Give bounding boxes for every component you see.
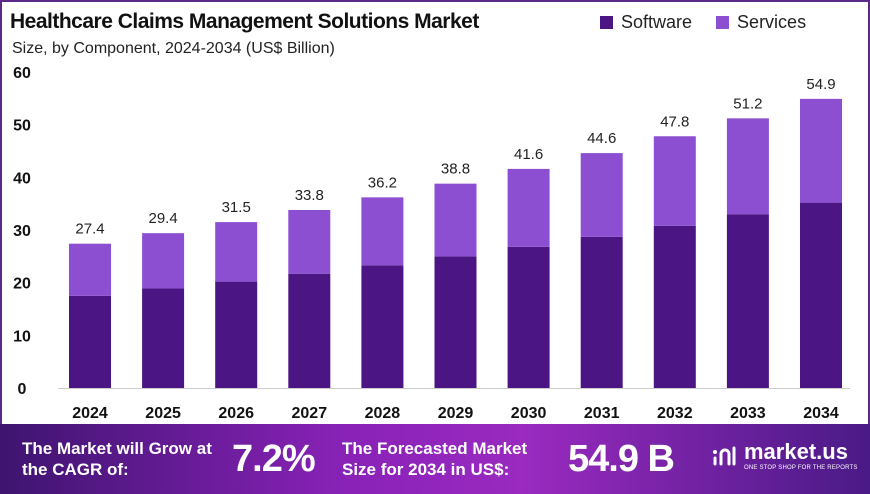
bar-software xyxy=(69,295,111,388)
y-tick-label: 60 xyxy=(13,65,31,82)
y-tick-label: 40 xyxy=(13,170,31,187)
cagr-value: 7.2% xyxy=(232,438,316,480)
bar-software xyxy=(507,246,550,388)
bar-services xyxy=(653,136,696,226)
bar-services xyxy=(507,168,550,247)
chart-subtitle: Size, by Component, 2024-2034 (US$ Billi… xyxy=(12,40,335,57)
data-label-total: 51.2 xyxy=(733,95,762,112)
x-tick-label: 2032 xyxy=(657,405,693,422)
data-label-total: 33.8 xyxy=(295,187,324,204)
data-label-total: 36.2 xyxy=(368,174,397,191)
bar-services xyxy=(726,118,769,215)
legend: Software Services xyxy=(600,12,806,33)
x-tick-label: 2029 xyxy=(438,405,474,422)
y-tick-label: 50 xyxy=(13,118,31,135)
x-tick-label: 2028 xyxy=(365,405,401,422)
legend-item-software: Software xyxy=(600,12,692,33)
legend-item-services: Services xyxy=(716,12,806,33)
bar-services xyxy=(288,209,331,274)
legend-swatch-services xyxy=(716,16,730,29)
data-label-total: 31.5 xyxy=(222,199,251,216)
legend-swatch-software xyxy=(600,16,613,29)
y-tick-label: 10 xyxy=(13,328,31,345)
x-tick-label: 2034 xyxy=(803,405,839,422)
y-tick-label: 30 xyxy=(13,223,31,240)
x-tick-label: 2026 xyxy=(218,405,254,422)
y-tick-label: 20 xyxy=(13,276,31,293)
bar-software xyxy=(800,202,842,388)
bar-chart: 010203040506027.4202429.4202531.5202633.… xyxy=(13,65,850,422)
legend-label-software: Software xyxy=(621,12,693,32)
x-tick-label: 2027 xyxy=(292,405,328,422)
bar-software xyxy=(215,281,258,388)
x-tick-label: 2024 xyxy=(72,405,108,422)
data-label-total: 27.4 xyxy=(75,221,104,238)
logo-tagline: ONE STOP SHOP FOR THE REPORTS xyxy=(744,465,858,471)
logo-icon xyxy=(713,446,736,466)
forecast-value: 54.9 B xyxy=(568,438,675,480)
chart-title: Healthcare Claims Management Solutions M… xyxy=(10,10,479,33)
logo-text: market.us xyxy=(744,439,848,464)
data-label-total: 44.6 xyxy=(587,130,616,147)
footer-banner: The Market will Grow at the CAGR of: 7.2… xyxy=(0,424,870,494)
x-tick-label: 2030 xyxy=(511,405,547,422)
bar-software xyxy=(142,288,185,388)
bar-software xyxy=(361,265,404,388)
bar-services xyxy=(800,98,842,203)
x-tick-label: 2031 xyxy=(584,405,620,422)
cagr-text: The Market will Grow at the CAGR of: xyxy=(22,439,212,479)
data-label-total: 41.6 xyxy=(514,146,543,163)
bar-services xyxy=(215,222,258,282)
bar-services xyxy=(142,233,185,289)
bar-software xyxy=(288,273,331,388)
forecast-text: The Forecasted Market Size for 2034 in U… xyxy=(342,439,528,479)
bar-services xyxy=(69,243,111,296)
bar-software xyxy=(434,256,477,388)
data-label-total: 54.9 xyxy=(806,76,835,93)
bar-services xyxy=(361,197,404,266)
bar-software xyxy=(653,225,696,388)
data-label-total: 47.8 xyxy=(660,113,689,130)
x-tick-label: 2025 xyxy=(145,405,181,422)
bar-services xyxy=(434,183,477,257)
bar-software xyxy=(580,236,623,388)
logo: market.us ONE STOP SHOP FOR THE REPORTS xyxy=(712,440,858,472)
bar-software xyxy=(726,214,769,388)
data-label-total: 38.8 xyxy=(441,161,470,178)
bar-services xyxy=(580,153,623,237)
x-tick-label: 2033 xyxy=(730,405,766,422)
data-label-total: 29.4 xyxy=(148,210,177,227)
legend-label-services: Services xyxy=(737,12,807,32)
y-tick-label: 0 xyxy=(18,381,27,398)
